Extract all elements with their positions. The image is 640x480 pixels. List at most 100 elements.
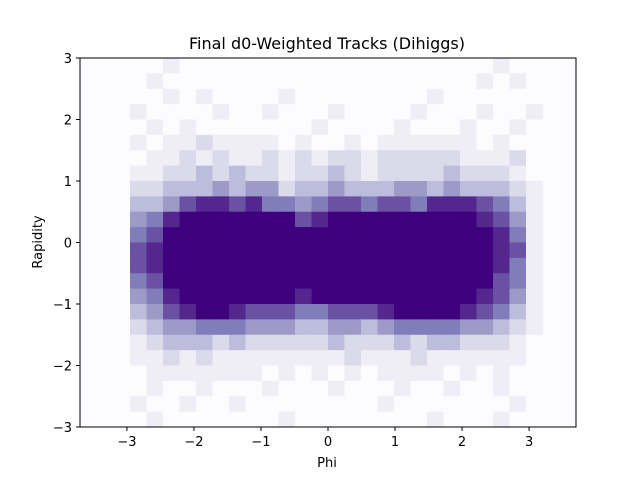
heatmap-cell <box>344 73 362 90</box>
heatmap-cell <box>361 334 378 351</box>
heatmap-cell <box>377 73 395 90</box>
heatmap-cell <box>459 396 477 413</box>
heatmap-cell <box>410 396 428 413</box>
heatmap-cell <box>295 288 312 305</box>
heatmap-cell <box>130 319 147 336</box>
heatmap-cell <box>492 104 510 120</box>
heatmap-cell <box>229 288 246 305</box>
heatmap-cell <box>295 211 312 228</box>
heatmap-cell <box>410 304 428 320</box>
heatmap-cell <box>492 181 510 197</box>
heatmap-cell <box>278 181 296 197</box>
heatmap-cell <box>295 196 312 213</box>
heatmap-cell <box>295 88 312 105</box>
heatmap-cell <box>344 134 362 151</box>
heatmap-cell <box>229 150 246 167</box>
heatmap-cell <box>361 288 378 305</box>
heatmap-cell <box>476 104 494 120</box>
heatmap-cell <box>377 165 395 182</box>
heatmap-cell <box>476 380 494 397</box>
heatmap-cell <box>443 134 461 151</box>
heatmap-cell <box>163 165 180 182</box>
heatmap-cell <box>311 104 329 120</box>
heatmap-cell <box>278 304 296 320</box>
heatmap-cell <box>525 273 543 290</box>
heatmap-cell <box>459 242 477 259</box>
heatmap-cell <box>509 242 527 259</box>
heatmap-cell <box>229 273 246 290</box>
heatmap-cell <box>361 350 378 366</box>
heatmap-cell <box>426 196 444 213</box>
heatmap-cell <box>476 334 494 351</box>
x-axis-ticks: −3 −2 −1 0 1 2 3 <box>117 427 533 450</box>
heatmap-cell <box>212 58 230 74</box>
heatmap-cell <box>311 334 329 351</box>
heatmap-cell <box>443 88 461 105</box>
heatmap-cell <box>492 165 510 182</box>
heatmap-cell <box>328 365 345 382</box>
heatmap-cell <box>509 304 527 320</box>
heatmap-cell <box>278 119 296 136</box>
heatmap-cell <box>196 119 213 136</box>
heatmap-cell <box>146 350 164 366</box>
heatmap-cell <box>394 257 411 274</box>
heatmap-cell <box>146 411 164 428</box>
heatmap-cell <box>262 257 279 274</box>
heatmap-cell <box>113 58 131 74</box>
heatmap-cell <box>196 134 213 151</box>
heatmap-cell <box>344 196 362 213</box>
heatmap-cell <box>262 380 279 397</box>
heatmap-cell <box>278 150 296 167</box>
heatmap-cell <box>229 365 246 382</box>
heatmap-cell <box>344 104 362 120</box>
heatmap-cell <box>344 334 362 351</box>
heatmap-cell <box>278 365 296 382</box>
heatmap-cell <box>344 288 362 305</box>
heatmap-cell <box>492 134 510 151</box>
heatmap-cell <box>426 411 444 428</box>
heatmap-cell <box>509 365 527 382</box>
heatmap-cell <box>311 181 329 197</box>
heatmap-cell <box>476 73 494 90</box>
heatmap-cell <box>394 119 411 136</box>
heatmap-cell <box>509 73 527 90</box>
heatmap-cell <box>146 257 164 274</box>
heatmap-cell <box>130 257 147 274</box>
heatmap-cell <box>410 88 428 105</box>
heatmap-cell <box>163 304 180 320</box>
heatmap-cell <box>443 273 461 290</box>
heatmap-cell <box>525 150 543 167</box>
heatmap-cell <box>459 196 477 213</box>
heatmap-cell <box>113 181 131 197</box>
heatmap-cell <box>525 334 543 351</box>
heatmap-cell <box>426 350 444 366</box>
heatmap-cell <box>361 257 378 274</box>
heatmap-cell <box>196 288 213 305</box>
heatmap-cell <box>443 257 461 274</box>
heatmap-cell <box>146 365 164 382</box>
y-tick-label: 0 <box>64 237 72 252</box>
heatmap-cell <box>229 242 246 259</box>
heatmap-cell <box>278 88 296 105</box>
heatmap-cell <box>328 350 345 366</box>
heatmap-cell <box>179 380 197 397</box>
heatmap-cell <box>344 365 362 382</box>
heatmap-cell <box>311 73 329 90</box>
heatmap-cell <box>509 181 527 197</box>
heatmap-cell <box>212 288 230 305</box>
heatmap-cell <box>163 104 180 120</box>
heatmap-cell <box>426 150 444 167</box>
heatmap-cell <box>377 257 395 274</box>
heatmap-cell <box>179 334 197 351</box>
heatmap-cell <box>245 350 263 366</box>
heatmap-cell <box>443 227 461 243</box>
heatmap-cell <box>459 58 477 74</box>
x-tick-label: 1 <box>391 435 399 450</box>
heatmap-cell <box>146 288 164 305</box>
heatmap-cell <box>163 257 180 274</box>
heatmap-cell <box>196 350 213 366</box>
heatmap-cell <box>476 257 494 274</box>
heatmap-cell <box>509 165 527 182</box>
heatmap-cell <box>509 196 527 213</box>
heatmap-cell <box>278 211 296 228</box>
